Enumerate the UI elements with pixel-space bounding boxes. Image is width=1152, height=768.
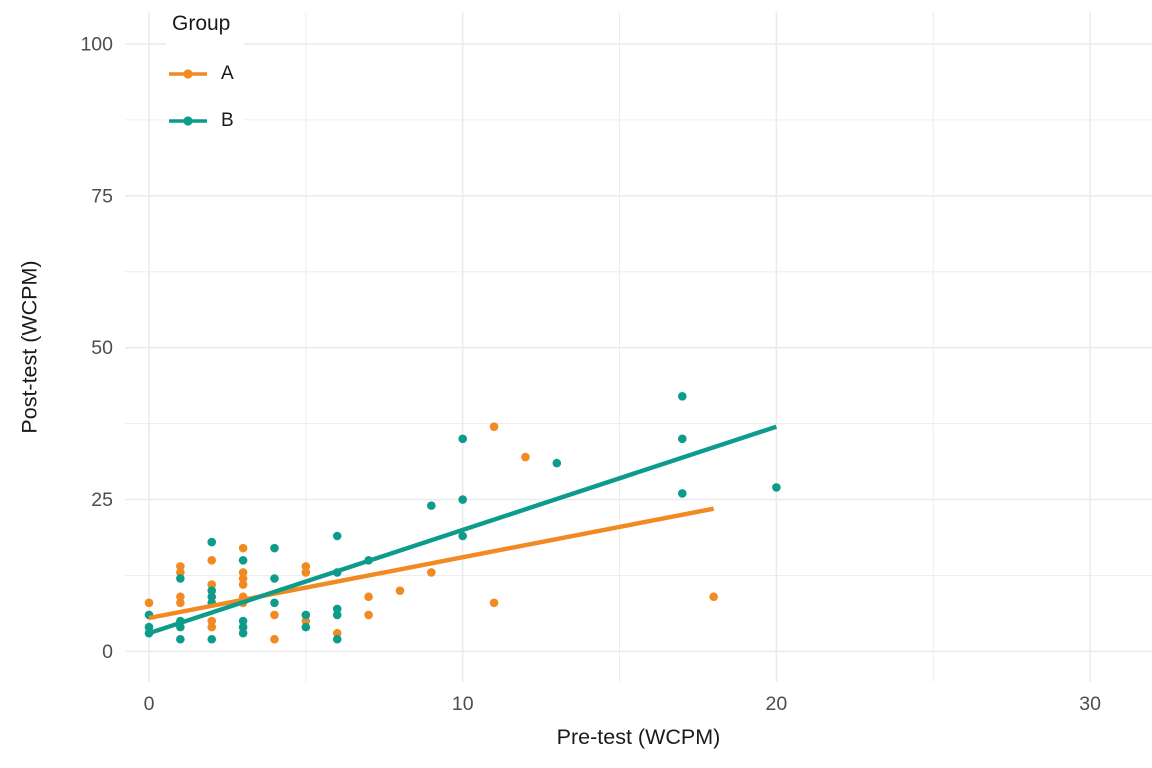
- data-point-group-b: [552, 458, 562, 468]
- x-tick-label: 10: [452, 693, 474, 715]
- x-tick-label: 0: [144, 693, 155, 715]
- data-point-group-b: [238, 628, 248, 638]
- data-point-group-a: [709, 592, 718, 602]
- legend-item-group-b: B: [168, 110, 234, 131]
- data-point-group-b: [458, 495, 468, 504]
- legend-item-group-a: A: [168, 63, 234, 84]
- data-point-group-b: [458, 434, 468, 444]
- data-point-group-b: [332, 604, 342, 614]
- data-point-group-b: [238, 622, 248, 632]
- trend-line-group-b: [148, 424, 778, 636]
- y-axis-title: Post-test (WCPM): [17, 260, 42, 434]
- data-point-group-b: [176, 634, 185, 644]
- data-point-group-b: [772, 483, 781, 492]
- legend-key-line-dot-icon: [169, 116, 207, 126]
- data-point-group-b: [332, 610, 342, 620]
- data-point-group-a: [332, 628, 342, 638]
- data-point-group-a: [238, 574, 248, 583]
- data-point-group-b: [270, 574, 279, 583]
- data-point-group-b: [301, 610, 311, 620]
- data-point-group-a: [301, 616, 311, 626]
- data-point-group-a: [270, 634, 279, 644]
- data-point-group-a: [427, 568, 436, 577]
- y-tick-label: 25: [91, 489, 113, 511]
- y-tick-label: 0: [102, 641, 113, 663]
- data-point-group-b: [677, 489, 687, 498]
- legend-key-line-dot-icon: [169, 69, 207, 79]
- data-point-group-a: [144, 598, 154, 608]
- data-point-group-a: [270, 610, 279, 620]
- data-point-group-b: [207, 537, 217, 547]
- data-point-group-b: [207, 592, 217, 602]
- data-point-group-a: [207, 616, 217, 626]
- y-tick-label: 50: [91, 337, 113, 359]
- data-point-group-b: [332, 634, 342, 644]
- legend-title: Group: [172, 12, 231, 35]
- data-point-group-a: [489, 422, 499, 431]
- data-point-group-b: [207, 634, 217, 644]
- data-point-group-b: [144, 622, 154, 632]
- data-point-group-a: [301, 568, 311, 577]
- data-point-group-b: [207, 586, 217, 595]
- data-point-group-a: [238, 580, 248, 589]
- data-point-group-a: [238, 543, 248, 553]
- legend: Group A B: [166, 8, 244, 132]
- data-point-group-b: [238, 555, 248, 565]
- data-point-group-a: [176, 592, 185, 602]
- data-point-group-a: [238, 568, 248, 577]
- x-axis-title: Pre-test (WCPM): [556, 725, 721, 749]
- data-point-group-b: [458, 531, 468, 541]
- legend-label-group-a: A: [221, 63, 234, 84]
- x-tick-label: 30: [1079, 693, 1101, 715]
- data-point-group-a: [395, 586, 405, 595]
- data-point-group-b: [176, 574, 185, 583]
- trend-line-group-a: [148, 506, 715, 621]
- data-point-group-a: [364, 610, 373, 620]
- x-tick-label: 20: [766, 693, 788, 715]
- data-point-group-a: [207, 580, 217, 589]
- data-point-group-a: [364, 592, 373, 602]
- legend-label-group-b: B: [221, 110, 234, 131]
- data-point-group-b: [301, 622, 311, 632]
- y-tick-label: 75: [91, 185, 113, 207]
- data-point-group-b: [270, 598, 279, 608]
- y-tick-label: 100: [80, 34, 113, 56]
- data-point-group-a: [521, 452, 530, 462]
- data-point-group-b: [677, 391, 687, 401]
- data-point-group-a: [176, 598, 185, 608]
- data-point-group-b: [238, 616, 248, 626]
- data-point-group-b: [270, 543, 279, 553]
- data-point-group-a: [489, 598, 499, 608]
- data-point-group-a: [301, 562, 311, 571]
- data-point-group-a: [207, 555, 217, 565]
- data-point-group-a: [207, 622, 217, 632]
- data-point-group-a: [176, 562, 185, 571]
- data-point-group-b: [677, 434, 687, 444]
- data-point-group-b: [427, 501, 436, 510]
- data-point-group-b: [332, 531, 342, 541]
- data-point-group-a: [176, 568, 185, 577]
